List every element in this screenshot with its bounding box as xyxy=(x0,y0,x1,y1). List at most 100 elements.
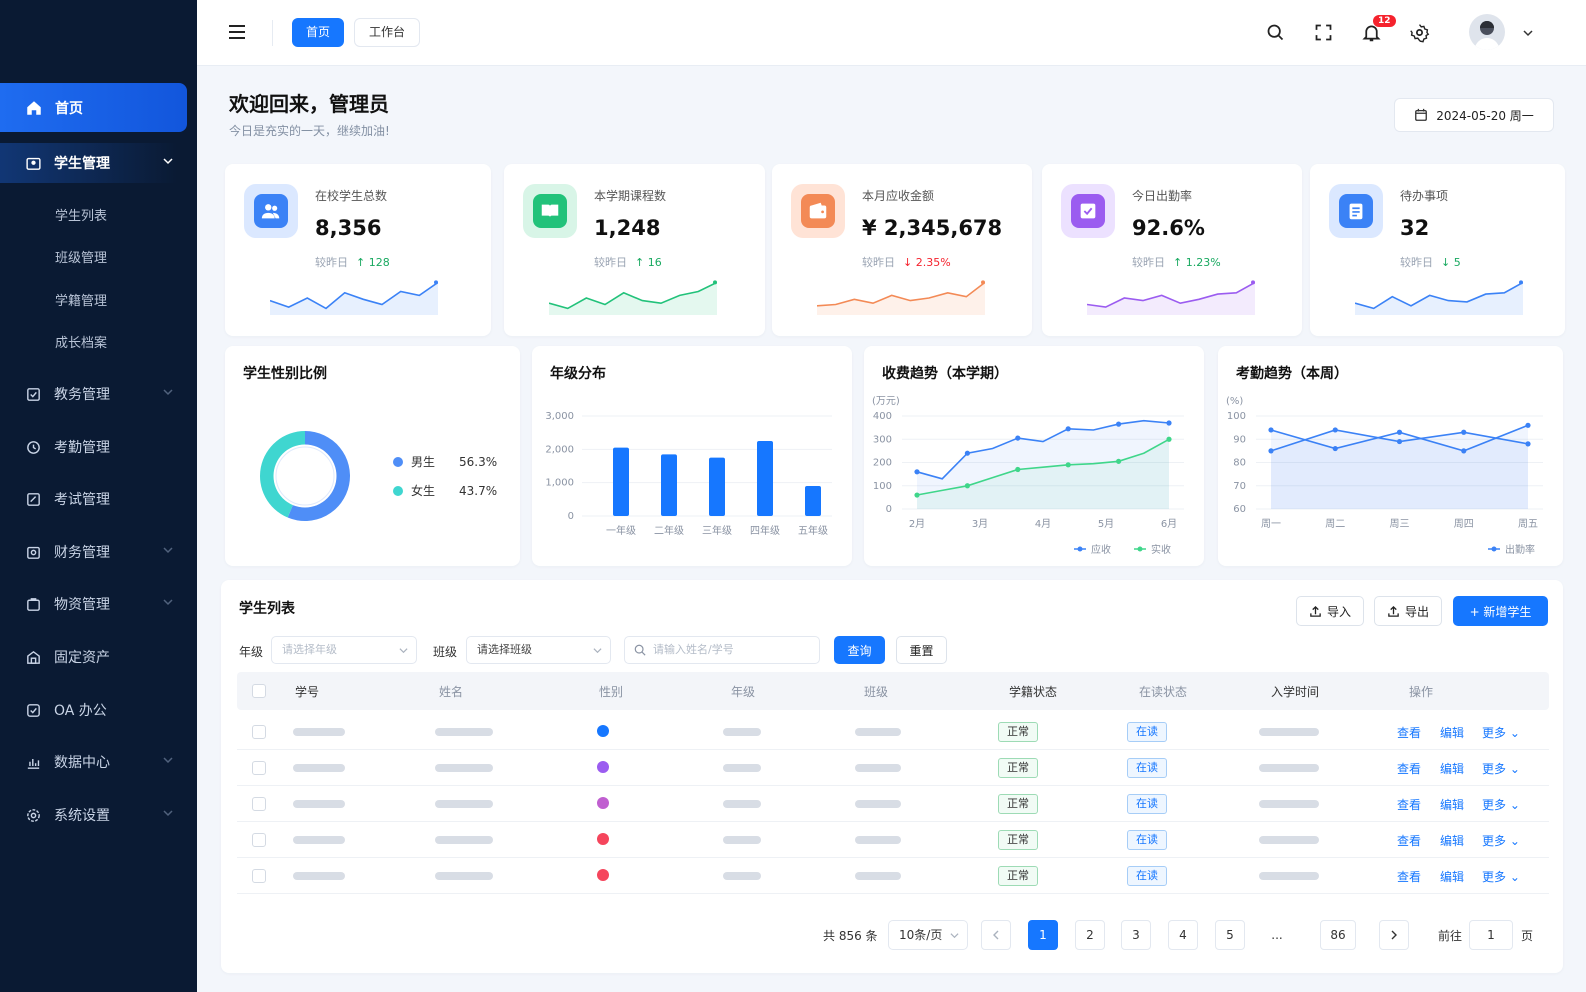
row-checkbox[interactable] xyxy=(252,833,266,847)
edit-link[interactable]: 编辑 xyxy=(1440,870,1465,884)
sidebar-item-fixed-assets[interactable]: 固定资产 xyxy=(0,637,197,677)
sidebar-item-attendance[interactable]: 考勤管理 xyxy=(0,427,197,467)
row-checkbox[interactable] xyxy=(252,797,266,811)
edit-link[interactable]: 编辑 xyxy=(1440,798,1465,812)
chevron-down-icon[interactable] xyxy=(1523,28,1533,38)
more-dropdown[interactable]: 更多 ⌄ xyxy=(1482,798,1520,812)
more-dropdown[interactable]: 更多 ⌄ xyxy=(1482,870,1520,884)
edit-link[interactable]: 编辑 xyxy=(1440,762,1465,776)
edit-link[interactable]: 编辑 xyxy=(1440,834,1465,848)
series-point xyxy=(1525,441,1531,447)
stat-label: 本月应收金额 xyxy=(862,189,935,203)
chevron-down-icon: ⌄ xyxy=(1509,798,1520,812)
query-button[interactable]: 查询 xyxy=(834,636,885,664)
y-axis-unit: (%) xyxy=(1226,396,1243,407)
sidebar-item-supplies[interactable]: 物资管理 xyxy=(0,584,197,624)
date-picker[interactable]: 2024-05-20 周一 xyxy=(1394,98,1554,132)
tab-workbench[interactable]: 工作台 xyxy=(354,18,421,47)
sidebar-item-oa[interactable]: OA 办公 xyxy=(0,690,197,730)
bell-icon[interactable] xyxy=(1361,22,1382,43)
select-all-checkbox[interactable] xyxy=(252,684,266,698)
sidebar-item-exams[interactable]: 考试管理 xyxy=(0,479,197,519)
column-header[interactable]: 性别 xyxy=(599,685,624,699)
chevron-down-icon xyxy=(163,599,173,606)
reset-button[interactable]: 重置 xyxy=(896,636,947,664)
sidebar-subitem-growth[interactable]: 成长档案 xyxy=(55,336,108,351)
search-input[interactable]: 请输入姓名/学号 xyxy=(624,636,820,664)
sidebar-subitem-enrollment[interactable]: 学籍管理 xyxy=(55,294,108,309)
page-button[interactable]: 3 xyxy=(1121,920,1151,950)
export-button[interactable]: 导出 xyxy=(1374,596,1442,626)
gear-icon[interactable] xyxy=(1409,22,1430,43)
sidebar-item-settings[interactable]: 系统设置 xyxy=(0,795,197,835)
hamburger-menu-icon[interactable] xyxy=(227,22,247,42)
y-tick-label: 0 xyxy=(886,504,892,515)
column-header[interactable]: 入学时间 xyxy=(1271,685,1320,699)
stat-card[interactable]: 今日出勤率 92.6% 较昨日 ↑ 1.23% xyxy=(1042,164,1302,336)
column-header: 操作 xyxy=(1409,685,1434,699)
chevron-right-icon xyxy=(1391,930,1397,940)
view-link[interactable]: 查看 xyxy=(1397,870,1422,884)
gender-icon xyxy=(597,797,609,809)
more-dropdown[interactable]: 更多 ⌄ xyxy=(1482,834,1520,848)
student-name-blurred xyxy=(435,836,493,844)
sidebar-item-home[interactable]: 首页 xyxy=(0,83,187,132)
sidebar-subitem-student-list[interactable]: 学生列表 xyxy=(55,209,108,224)
legend-value: 43.7% xyxy=(459,483,498,498)
sidebar-item-finance[interactable]: 财务管理 xyxy=(0,532,197,572)
sidebar-item-student-mgmt[interactable]: 学生管理 xyxy=(0,143,197,183)
column-header[interactable]: 年级 xyxy=(731,685,756,699)
row-checkbox[interactable] xyxy=(252,725,266,739)
sparkline-line xyxy=(1355,281,1523,310)
more-dropdown[interactable]: 更多 ⌄ xyxy=(1482,762,1520,776)
page-size-select[interactable]: 10条/页 xyxy=(888,920,968,950)
x-tick-label: 周三 xyxy=(1390,518,1410,530)
table-row[interactable]: 正常 在读 查看 编辑 更多 ⌄ xyxy=(237,858,1549,894)
page-button[interactable]: 2 xyxy=(1075,920,1105,950)
edit-link[interactable]: 编辑 xyxy=(1440,726,1465,740)
stat-card[interactable]: 本学期课程数 1,248 较昨日 ↑ 16 xyxy=(504,164,765,336)
page-button[interactable]: 4 xyxy=(1168,920,1198,950)
sidebar-item-data-center[interactable]: 数据中心 xyxy=(0,742,197,782)
grade-select[interactable]: 请选择年级 xyxy=(271,636,417,664)
goto-page-input[interactable]: 1 xyxy=(1469,920,1513,950)
add-student-button[interactable]: + 新增学生 xyxy=(1453,596,1548,626)
stat-card[interactable]: 在校学生总数 8,356 较昨日 ↑ 128 xyxy=(225,164,491,336)
y-tick-label: 90 xyxy=(1233,434,1246,445)
page-button[interactable]: 86 xyxy=(1320,920,1356,950)
fullscreen-icon[interactable] xyxy=(1313,22,1334,43)
column-header[interactable]: 班级 xyxy=(864,685,889,699)
import-button[interactable]: 导入 xyxy=(1296,596,1364,626)
view-link[interactable]: 查看 xyxy=(1397,798,1422,812)
avatar[interactable] xyxy=(1469,14,1505,50)
next-page-button[interactable] xyxy=(1379,920,1409,950)
table-row[interactable]: 正常 在读 查看 编辑 更多 ⌄ xyxy=(237,714,1549,750)
table-row[interactable]: 正常 在读 查看 编辑 更多 ⌄ xyxy=(237,822,1549,858)
legend-male: 男生 56.3% xyxy=(393,453,497,470)
view-link[interactable]: 查看 xyxy=(1397,834,1422,848)
class-select[interactable]: 请选择班级 xyxy=(466,636,611,664)
stat-card[interactable]: 本月应收金额 ¥ 2,345,678 较昨日 ↓ 2.35% xyxy=(772,164,1032,336)
upload-icon xyxy=(1310,605,1321,617)
page-button[interactable]: 5 xyxy=(1215,920,1245,950)
view-link[interactable]: 查看 xyxy=(1397,762,1422,776)
column-header[interactable]: 学籍状态 xyxy=(1009,685,1058,699)
more-dropdown[interactable]: 更多 ⌄ xyxy=(1482,726,1520,740)
column-header[interactable]: 姓名 xyxy=(439,685,464,699)
column-header[interactable]: 学号 xyxy=(295,685,320,699)
y-tick-label: 100 xyxy=(873,481,892,492)
column-header[interactable]: 在读状态 xyxy=(1139,685,1188,699)
grade-bar-chart: 0 1,000 2,000 3,000 一年级 二年级 三年级 四年级 五年级 xyxy=(545,411,832,537)
page-button[interactable]: 1 xyxy=(1028,920,1058,950)
table-row[interactable]: 正常 在读 查看 编辑 更多 ⌄ xyxy=(237,750,1549,786)
search-icon[interactable] xyxy=(1265,22,1286,43)
prev-page-button[interactable] xyxy=(981,920,1011,950)
stat-card[interactable]: 待办事项 32 较昨日 ↓ 5 xyxy=(1310,164,1565,336)
table-row[interactable]: 正常 在读 查看 编辑 更多 ⌄ xyxy=(237,786,1549,822)
view-link[interactable]: 查看 xyxy=(1397,726,1422,740)
tab-home[interactable]: 首页 xyxy=(292,18,345,47)
sidebar-item-academic[interactable]: 教务管理 xyxy=(0,374,197,414)
row-checkbox[interactable] xyxy=(252,761,266,775)
sidebar-subitem-class-mgmt[interactable]: 班级管理 xyxy=(55,251,108,266)
row-checkbox[interactable] xyxy=(252,869,266,883)
